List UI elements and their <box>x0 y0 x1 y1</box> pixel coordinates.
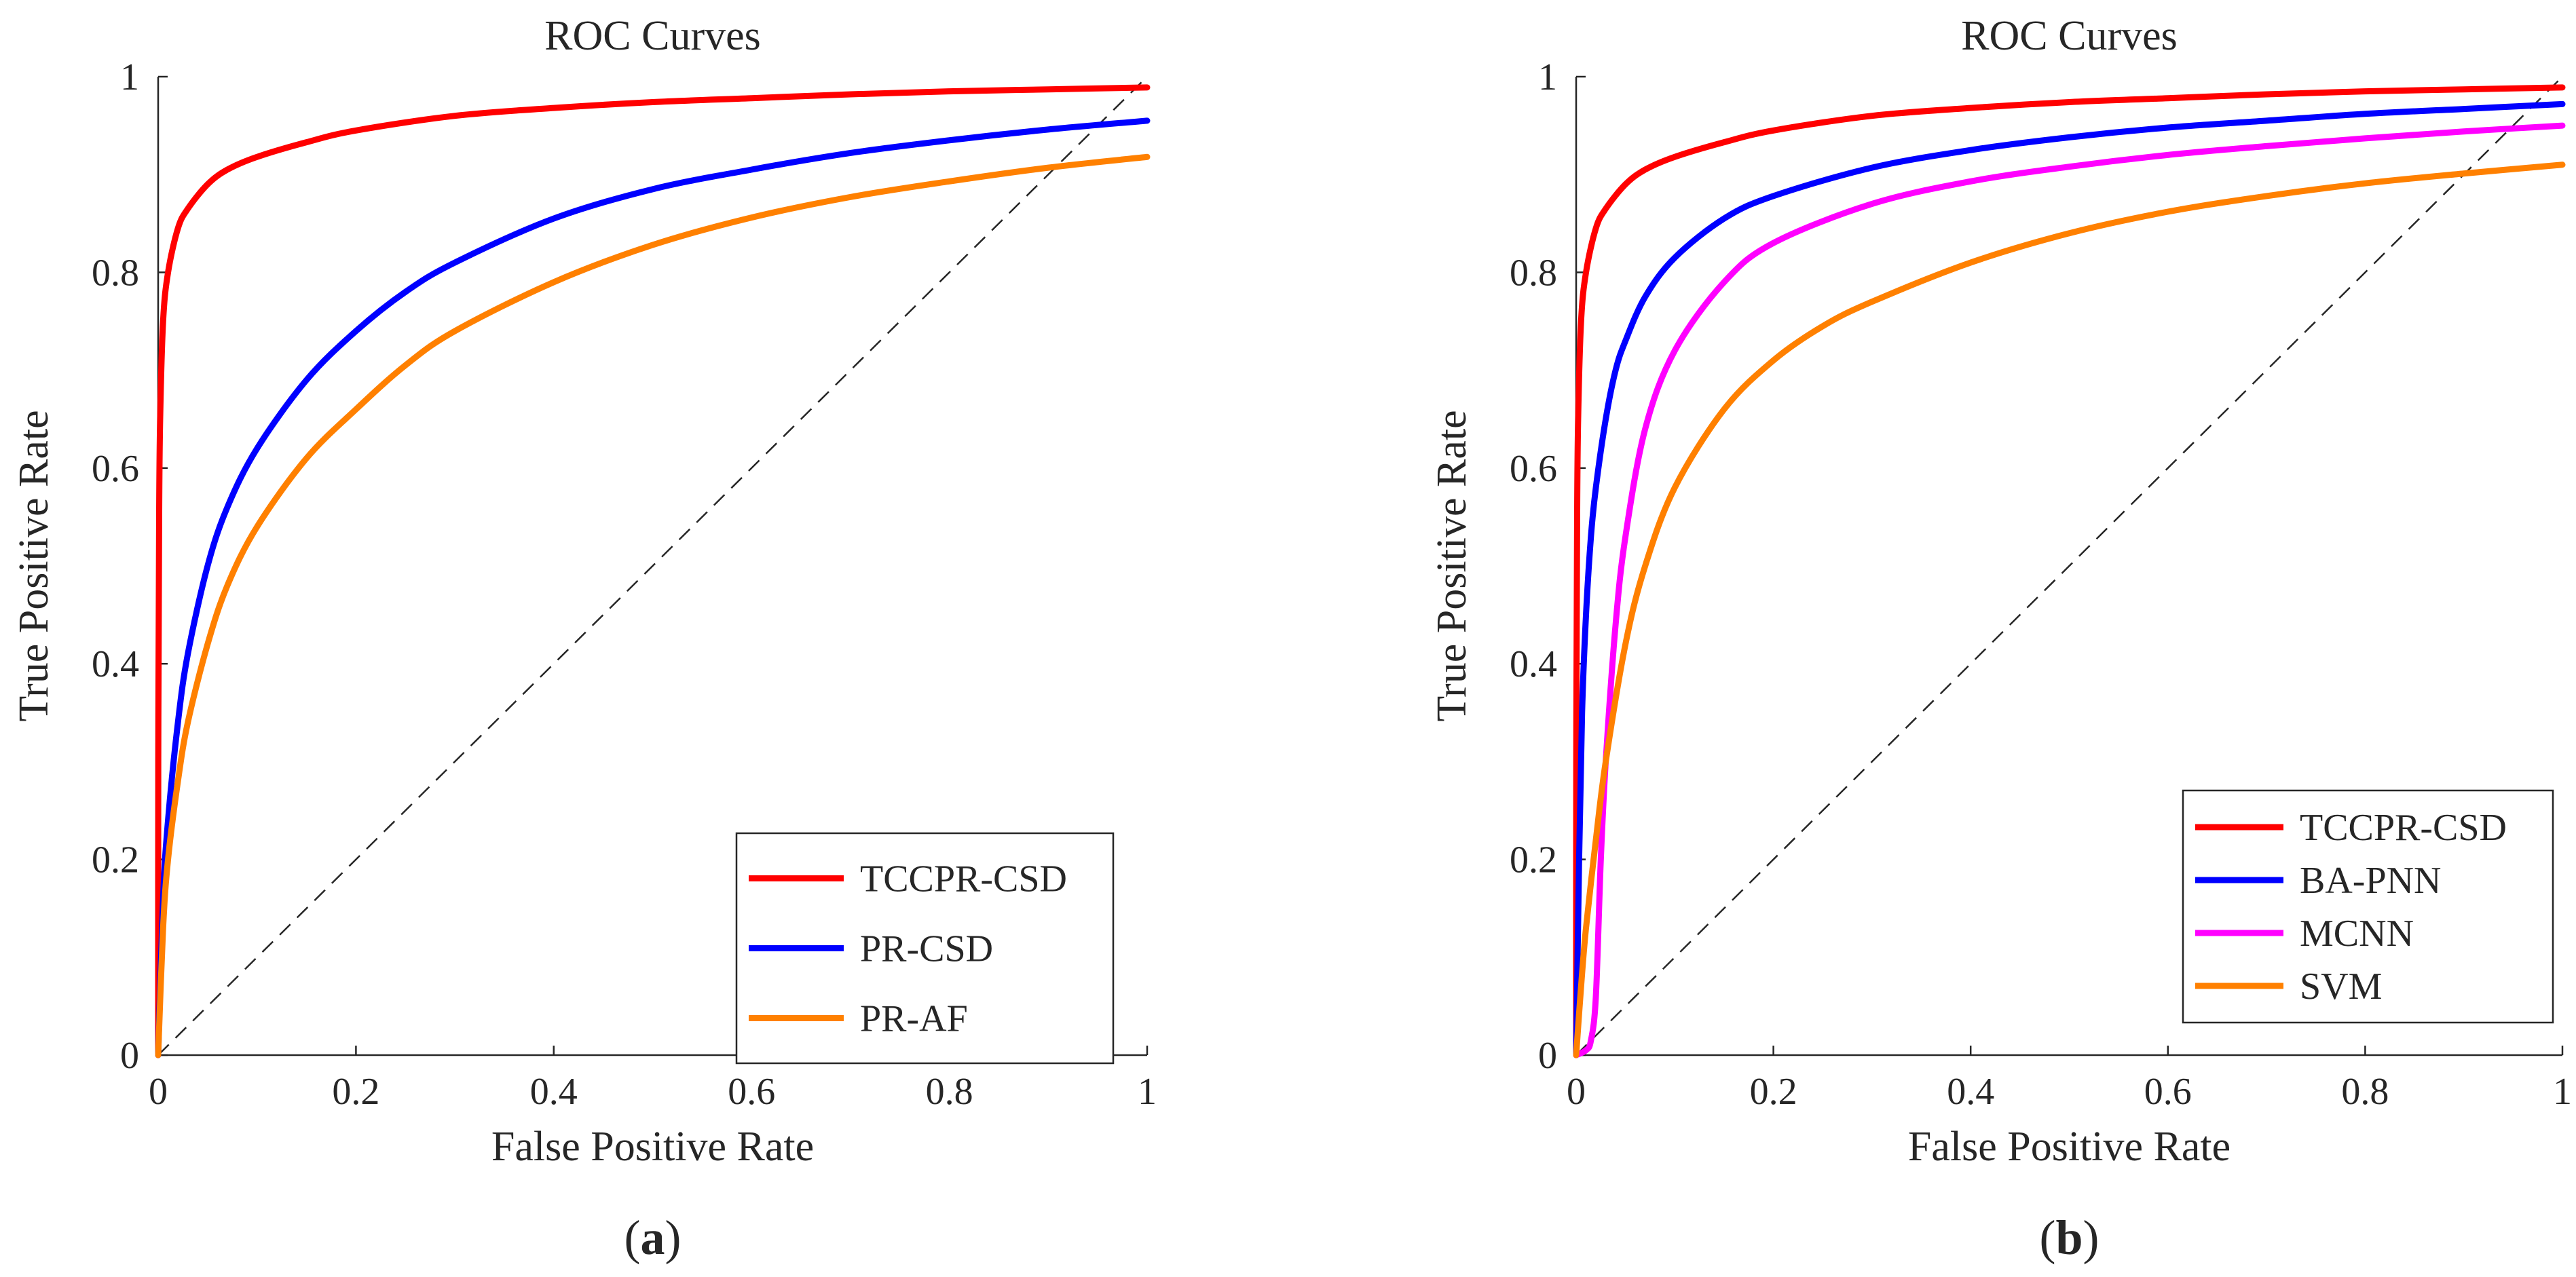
y-tick-label: 0.2 <box>1510 839 1557 881</box>
chart-title: ROC Curves <box>1961 13 2178 59</box>
series-line-tccpr-csd <box>155 84 1151 1059</box>
y-tick-label: 0.6 <box>1510 448 1557 490</box>
x-axis-label: False Positive Rate <box>1908 1124 2230 1170</box>
x-tick-label: 0.2 <box>1750 1071 1797 1113</box>
legend-label: TCCPR-CSD <box>860 858 1067 900</box>
panel-label-paren: ( <box>624 1211 641 1265</box>
x-tick-label: 1 <box>2553 1071 2572 1113</box>
x-tick-label: 0.4 <box>530 1071 578 1113</box>
panel-label: (b) <box>2039 1211 2099 1265</box>
y-tick-label: 1 <box>120 56 139 98</box>
legend-label: MCNN <box>2300 913 2414 955</box>
series-line-pr-csd <box>155 117 1151 1059</box>
panel-b: 0 0.2 0.4 0.6 0.8 1 0 0.2 0.4 0.6 0.8 1 ROC Curves Fa… <box>1429 13 2572 1265</box>
x-tick-label: 0.4 <box>1947 1071 1994 1113</box>
y-tick-label: 0.8 <box>92 252 139 294</box>
y-tick-label: 0.2 <box>92 839 139 881</box>
panel-label-letter: b <box>2055 1211 2083 1265</box>
y-tick-label: 0.6 <box>92 448 139 490</box>
x-tick-label: 0.6 <box>2144 1071 2192 1113</box>
x-axis-label: False Positive Rate <box>491 1124 814 1170</box>
y-axis-label: True Positive Rate <box>11 410 57 721</box>
panel-label-paren: ) <box>665 1211 682 1265</box>
legend-label: PR-AF <box>860 998 968 1040</box>
panel-label: (a) <box>624 1211 682 1265</box>
panel-label-paren: ) <box>2083 1211 2099 1265</box>
legend-label: TCCPR-CSD <box>2300 807 2507 849</box>
y-tick-label: 1 <box>1538 56 1557 98</box>
y-axis-label: True Positive Rate <box>1429 410 1475 721</box>
x-tick-label: 0.8 <box>926 1071 973 1113</box>
y-tick-label: 0.4 <box>1510 643 1557 685</box>
x-tick-label: 0 <box>149 1071 168 1113</box>
y-tick-label: 0.4 <box>92 643 139 685</box>
series-line-pr-af <box>155 153 1151 1059</box>
series-line-tccpr-csd <box>1573 84 2566 1059</box>
x-tick-label: 0.2 <box>332 1071 379 1113</box>
legend-box <box>735 832 1115 1065</box>
y-tick-label: 0 <box>120 1035 139 1077</box>
legend-label: SVM <box>2300 966 2382 1008</box>
y-tick-label: 0 <box>1538 1035 1557 1077</box>
legend-label: BA-PNN <box>2300 860 2441 902</box>
panel-label-letter: a <box>641 1211 665 1265</box>
series-line-ba-pnn <box>1573 100 2566 1059</box>
x-tick-label: 0.8 <box>2341 1071 2389 1113</box>
panel-label-paren: ( <box>2039 1211 2055 1265</box>
panel-a: 0 0.2 0.4 0.6 0.8 1 0 0.2 0.4 0.6 0.8 1 ROC Curves Fa… <box>11 13 1157 1265</box>
legend-label: PR-CSD <box>860 928 993 970</box>
x-tick-label: 0.6 <box>728 1071 775 1113</box>
x-tick-label: 0 <box>1567 1071 1586 1113</box>
diagonal-reference-line <box>1575 76 2563 1056</box>
chart-title: ROC Curves <box>544 13 761 59</box>
y-tick-label: 0.8 <box>1510 252 1557 294</box>
series-line-mcnn <box>1573 122 2566 1059</box>
diagonal-reference-line <box>157 76 1148 1056</box>
series-line-svm <box>1573 161 2566 1059</box>
x-tick-label: 1 <box>1138 1071 1157 1113</box>
